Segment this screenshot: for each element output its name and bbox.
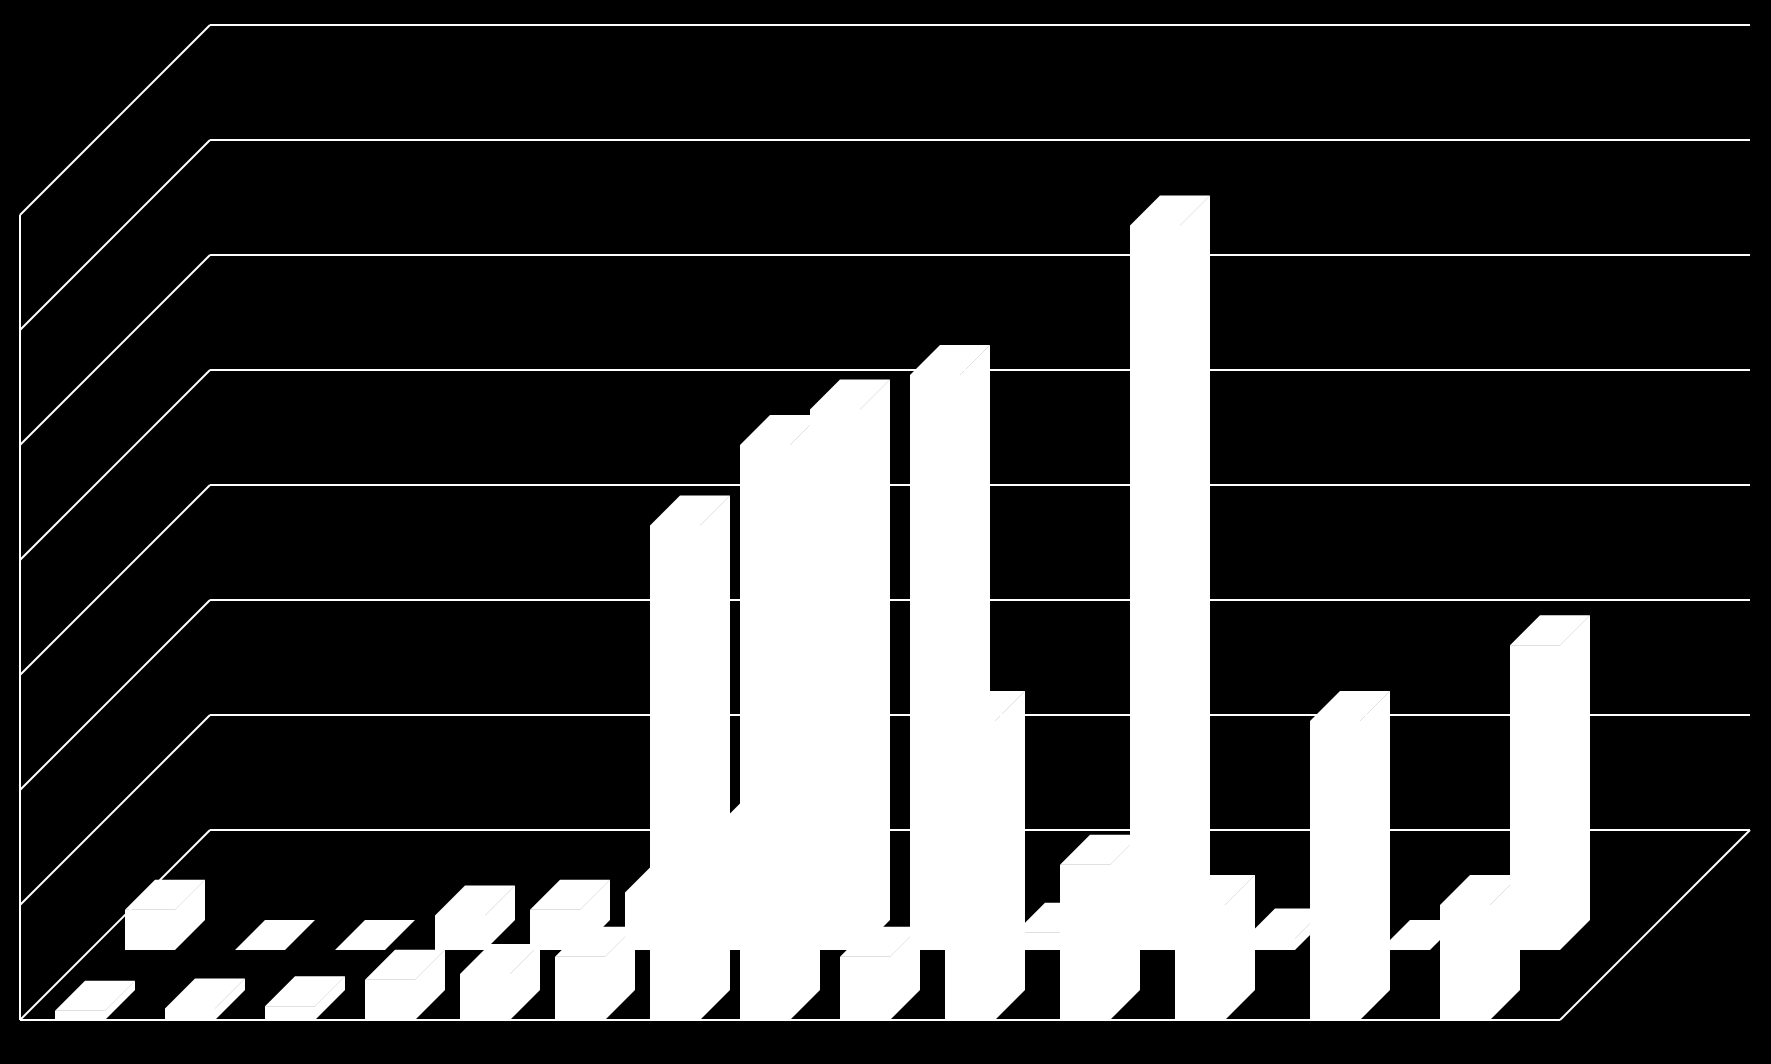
bar-s0-c13: [1440, 875, 1520, 1020]
bar-chart-3d: [0, 0, 1771, 1064]
bar-s1-c7: [810, 380, 890, 951]
bar-s0-c4: [460, 944, 540, 1020]
bar-s1-c3: [435, 886, 515, 951]
bar-s0-c2: [265, 976, 345, 1020]
bar-s0-c1: [165, 979, 245, 1021]
bars: [55, 196, 1590, 1021]
bar-s0-c7: [740, 415, 820, 1020]
bar-s0-c0: [55, 981, 135, 1020]
bar-s0-c12: [1310, 691, 1390, 1020]
bar-s1-c2: [335, 920, 415, 950]
bar-s0-c11: [1175, 875, 1255, 1020]
bar-s0-c10: [1060, 835, 1140, 1020]
bar-s0-c9: [945, 691, 1025, 1020]
bar-s0-c6: [650, 496, 730, 1021]
bar-s1-c13: [1510, 615, 1590, 950]
bar-s1-c0: [125, 880, 205, 950]
bar-s1-c10: [1130, 196, 1210, 951]
bar-s0-c3: [365, 950, 445, 1020]
bar-s1-c1: [235, 920, 315, 950]
